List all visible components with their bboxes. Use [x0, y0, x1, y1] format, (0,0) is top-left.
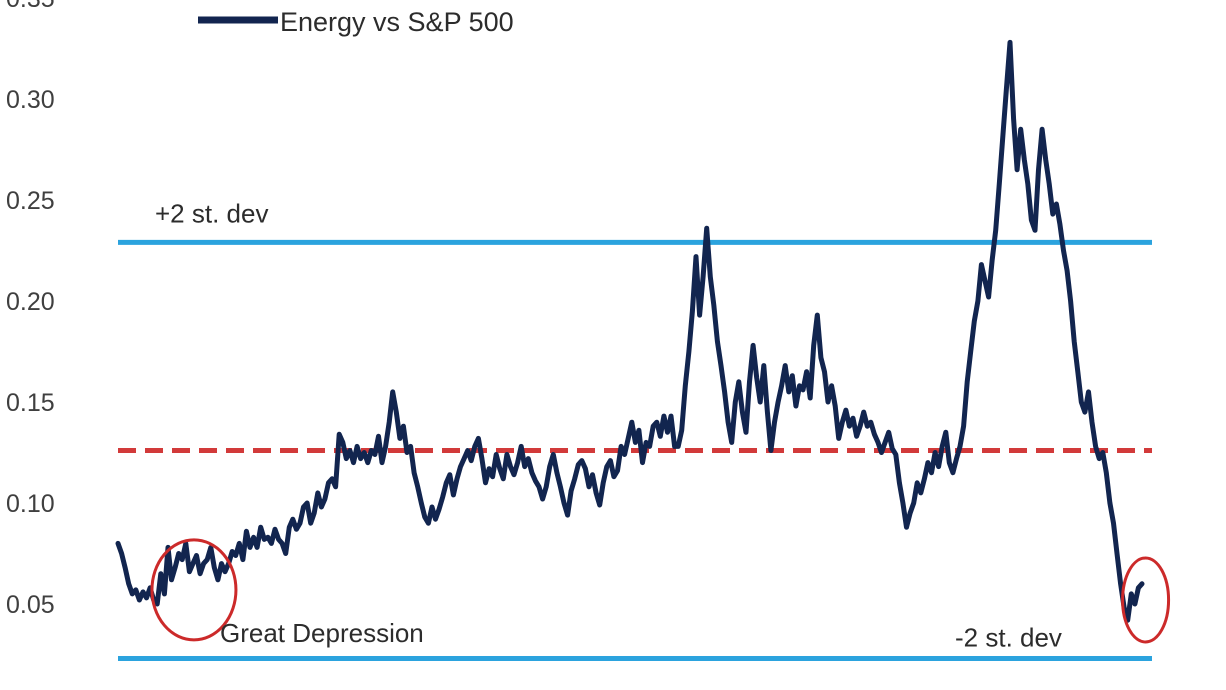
great-depression-label: Great Depression [220, 618, 424, 648]
minus-2-std-dev-label: -2 st. dev [955, 623, 1062, 653]
recent-low-circle [1121, 556, 1171, 644]
y-axis: 0.05 0.10 0.15 0.20 0.25 0.30 0.35 [6, 0, 55, 619]
y-tick-label: 0.35 [6, 0, 55, 13]
y-tick-label: 0.30 [6, 86, 55, 114]
legend-label: Energy vs S&P 500 [280, 7, 514, 37]
annotations-layer: Great Depression [150, 538, 1171, 648]
y-tick-label: 0.25 [6, 187, 55, 215]
y-tick-label: 0.15 [6, 389, 55, 417]
y-tick-label: 0.05 [6, 591, 55, 619]
series-layer [115, 39, 1145, 623]
great-depression-circle [150, 538, 238, 642]
reference-lines: +2 st. dev -2 st. dev [118, 198, 1152, 662]
y-tick-label: 0.10 [6, 490, 55, 518]
plus-2-std-dev-label: +2 st. dev [155, 198, 268, 228]
legend: Energy vs S&P 500 [198, 7, 514, 37]
energy-vs-sp500-line [115, 39, 1145, 623]
y-tick-label: 0.20 [6, 288, 55, 316]
